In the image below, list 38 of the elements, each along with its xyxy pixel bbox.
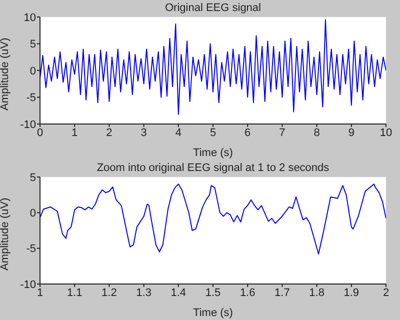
line-series — [40, 19, 386, 115]
chart-title: Zoom into original EEG signal at 1 to 2 seconds — [96, 162, 330, 174]
x-tick-label: 3 — [140, 126, 147, 139]
x-tick-label: 1.4 — [170, 286, 186, 299]
x-tick-label: 2 — [106, 126, 112, 139]
y-tick-label: 10 — [24, 12, 36, 24]
x-tick-label: 5 — [210, 126, 216, 139]
y-tick-label: -10 — [20, 278, 36, 291]
x-tick-label: 6 — [244, 126, 251, 139]
y-tick-label: 0 — [30, 208, 36, 220]
x-tick-label: 1.7 — [274, 286, 290, 299]
x-tick-label: 1.6 — [240, 286, 256, 299]
chart-title: Original EEG signal — [164, 2, 262, 14]
y-axis-title: Amplitude (uV) — [0, 198, 11, 270]
y-tick-label: -5 — [26, 243, 36, 256]
y-tick-label: -10 — [20, 118, 36, 131]
x-axis-title: Time (s) — [193, 147, 233, 159]
x-tick-label: 1.9 — [344, 286, 360, 299]
x-axis-title: Time (s) — [193, 307, 233, 319]
x-tick-label: 1.2 — [102, 286, 117, 299]
x-tick-label: 1 — [72, 126, 78, 139]
x-tick-label: 1.3 — [136, 286, 152, 299]
y-tick-label: 5 — [30, 38, 36, 51]
x-tick-label: 4 — [175, 126, 182, 139]
x-tick-label: 1 — [36, 286, 44, 299]
x-tick-label: 8 — [314, 126, 320, 139]
y-tick-label: 5 — [30, 172, 36, 184]
x-tick-label: 1.1 — [66, 286, 82, 299]
x-tick-label: 1.5 — [205, 286, 221, 299]
x-tick-label: 1.8 — [309, 286, 324, 299]
x-tick-label: 7 — [279, 126, 286, 139]
x-tick-label: 10 — [380, 126, 392, 139]
y-axis-title: Amplitude (uV) — [0, 38, 11, 110]
y-tick-label: 0 — [30, 65, 36, 78]
line-series — [40, 184, 386, 255]
y-tick-label: -5 — [26, 92, 36, 104]
x-tick-label: 9 — [348, 126, 354, 139]
x-tick-label: 2 — [382, 286, 390, 299]
